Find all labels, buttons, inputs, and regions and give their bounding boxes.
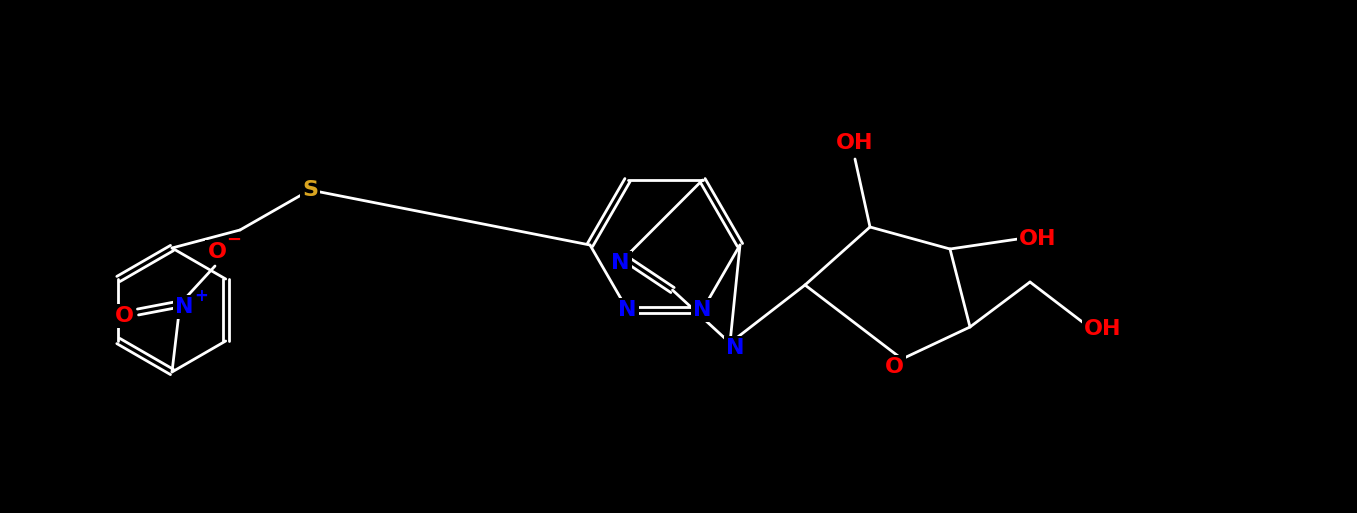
Text: N: N [693, 300, 712, 320]
Text: N: N [611, 253, 630, 273]
Text: +: + [194, 287, 208, 305]
Text: −: − [227, 231, 242, 249]
Text: O: O [114, 306, 133, 326]
Text: O: O [208, 242, 227, 262]
Text: N: N [726, 338, 744, 358]
Text: O: O [885, 357, 904, 377]
Text: S: S [303, 180, 318, 200]
Text: OH: OH [836, 133, 874, 153]
Text: OH: OH [1084, 319, 1122, 339]
Text: N: N [619, 300, 636, 320]
Text: N: N [175, 297, 193, 317]
Text: OH: OH [1019, 229, 1057, 249]
